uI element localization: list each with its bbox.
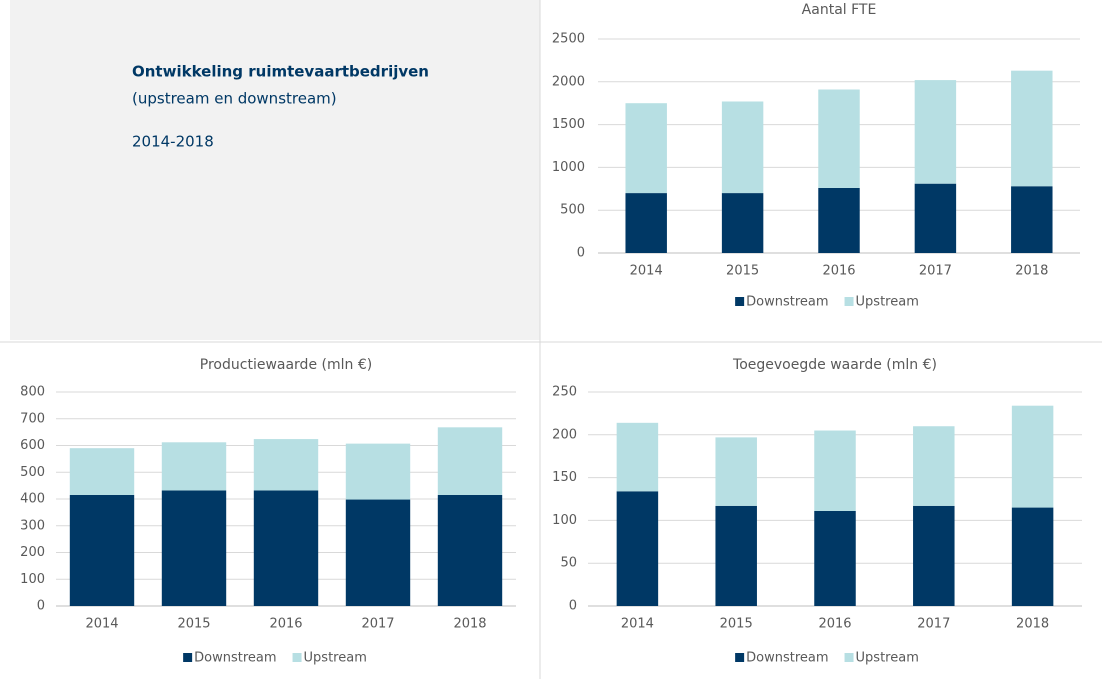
- bar-segment: [818, 89, 860, 188]
- x-tick-label: 2018: [1015, 264, 1048, 279]
- y-tick-label: 200: [552, 427, 577, 442]
- bar-segment: [715, 505, 757, 606]
- x-tick-label: 2016: [269, 617, 302, 632]
- legend-label: Downstream: [746, 651, 828, 666]
- bar-segment: [616, 491, 659, 606]
- bar-segment: [1011, 405, 1054, 508]
- y-tick-label: 150: [552, 470, 577, 485]
- bar-segment: [437, 427, 503, 495]
- y-tick-label: 800: [20, 385, 45, 400]
- x-tick-label: 2018: [453, 617, 486, 632]
- x-tick-label: 2017: [917, 617, 950, 632]
- y-tick-label: 2500: [552, 32, 585, 47]
- bar-segment: [913, 426, 955, 506]
- legend-swatch: [735, 653, 745, 662]
- y-tick-label: 2000: [552, 74, 585, 89]
- legend-swatch: [183, 653, 193, 662]
- y-tick-label: 200: [20, 545, 45, 560]
- bar-segment: [616, 422, 659, 492]
- chart-title: Aantal FTE: [802, 2, 877, 18]
- legend-swatch: [292, 653, 302, 662]
- bar-segment: [69, 448, 135, 495]
- x-tick-label: 2016: [818, 617, 851, 632]
- bar-segment: [1011, 186, 1053, 253]
- legend-label: Upstream: [856, 295, 919, 310]
- bar-segment: [161, 442, 227, 491]
- legend-swatch: [844, 653, 854, 662]
- header-title: Ontwikkeling ruimtevaartbedrijven: [132, 63, 429, 81]
- header-panel: [10, 0, 540, 340]
- y-tick-label: 0: [37, 599, 45, 614]
- legend-swatch: [735, 297, 745, 306]
- y-tick-label: 500: [560, 203, 585, 218]
- bar-segment: [914, 80, 957, 184]
- bar-segment: [818, 187, 860, 253]
- y-tick-label: 250: [552, 385, 577, 400]
- bar-segment: [161, 490, 227, 606]
- legend-swatch: [844, 297, 854, 306]
- bar-segment: [625, 103, 667, 194]
- bar-segment: [625, 193, 667, 253]
- chart-title: Toegevoegde waarde (mln €): [732, 357, 937, 373]
- y-tick-label: 500: [20, 465, 45, 480]
- y-tick-label: 50: [560, 556, 577, 571]
- bar-segment: [814, 510, 856, 606]
- legend-label: Upstream: [856, 651, 919, 666]
- y-tick-label: 100: [552, 513, 577, 528]
- bar-segment: [345, 499, 411, 606]
- bar-segment: [721, 193, 764, 253]
- bar-segment: [253, 439, 319, 491]
- bar-segment: [721, 101, 764, 194]
- x-tick-label: 2017: [361, 617, 394, 632]
- bar-segment: [814, 430, 856, 511]
- legend-label: Downstream: [746, 295, 828, 310]
- bar-segment: [914, 183, 957, 253]
- y-tick-label: 100: [20, 572, 45, 587]
- bar-segment: [1011, 507, 1054, 606]
- header-period: 2014-2018: [132, 133, 214, 151]
- bar-segment: [437, 494, 503, 606]
- x-tick-label: 2016: [822, 264, 855, 279]
- x-tick-label: 2015: [177, 617, 210, 632]
- header-subtitle: (upstream en downstream): [132, 90, 337, 108]
- y-tick-label: 300: [20, 518, 45, 533]
- bar-segment: [1011, 70, 1053, 187]
- y-tick-label: 700: [20, 411, 45, 426]
- bar-segment: [715, 437, 757, 506]
- bar-segment: [913, 505, 955, 606]
- y-tick-label: 0: [577, 246, 585, 261]
- x-tick-label: 2018: [1016, 617, 1049, 632]
- bar-segment: [69, 494, 135, 606]
- x-tick-label: 2015: [720, 617, 753, 632]
- y-tick-label: 600: [20, 438, 45, 453]
- chart-title: Productiewaarde (mln €): [200, 357, 372, 373]
- x-tick-label: 2014: [85, 617, 118, 632]
- bar-segment: [345, 443, 411, 500]
- x-tick-label: 2014: [630, 264, 663, 279]
- legend-label: Downstream: [194, 651, 276, 666]
- y-tick-label: 0: [569, 599, 577, 614]
- bar-segment: [253, 490, 319, 606]
- y-tick-label: 1000: [552, 160, 585, 175]
- y-tick-label: 400: [20, 492, 45, 507]
- x-tick-label: 2014: [621, 617, 654, 632]
- y-tick-label: 1500: [552, 117, 585, 132]
- legend-label: Upstream: [304, 651, 367, 666]
- x-tick-label: 2017: [919, 264, 952, 279]
- x-tick-label: 2015: [726, 264, 759, 279]
